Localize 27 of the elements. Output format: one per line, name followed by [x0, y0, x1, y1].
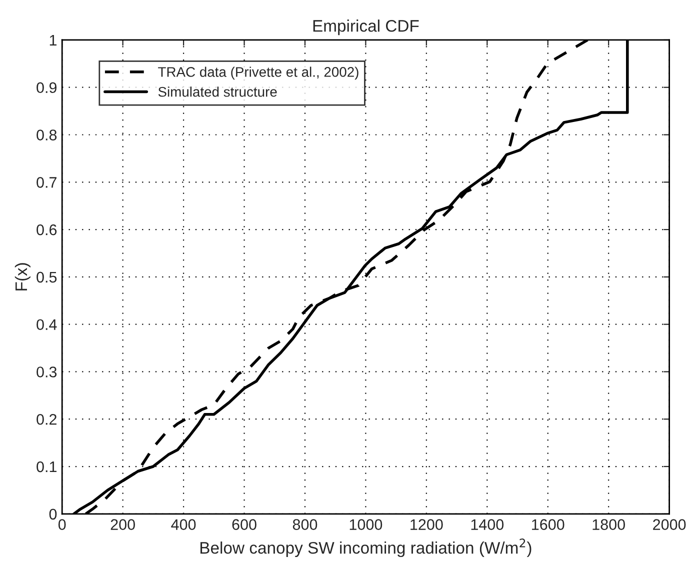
legend-label: TRAC data (Privette et al., 2002): [158, 66, 358, 80]
x-tick-label: 1800: [592, 519, 625, 530]
y-tick-label: 1: [50, 34, 56, 46]
chart-title: Empirical CDF: [313, 20, 419, 36]
x-tick-label: 200: [110, 519, 135, 530]
x-tick-label: 1000: [350, 519, 382, 530]
y-tick-label: 0.7: [36, 177, 56, 188]
y-tick-label: 0.3: [36, 366, 57, 378]
x-tick-label: 2000: [653, 519, 686, 530]
x-tick-label: 600: [232, 519, 256, 530]
x-tick-label: 800: [292, 519, 318, 530]
x-axis-title: Below canopy SW incoming radiation (W/m$^{2}$): [200, 538, 532, 558]
y-axis-title: F(x): [14, 263, 30, 290]
y-tick-label: 0.1: [36, 461, 56, 472]
y-tick-label: 0.9: [36, 82, 57, 94]
y-tick-label: 0.4: [36, 319, 57, 330]
y-tick-label: 0.5: [36, 272, 57, 283]
y-tick-label: 0: [49, 508, 57, 520]
x-tick-label: 0: [58, 519, 66, 530]
legend-label: Simulated structure: [158, 86, 277, 97]
x-tick-label: 400: [171, 519, 196, 530]
y-tick-label: 0.8: [36, 130, 57, 140]
x-tick-label: 1600: [532, 519, 564, 530]
y-tick-label: 0.2: [36, 414, 56, 425]
x-tick-label: 1200: [410, 519, 443, 530]
y-tick-label: 0.6: [36, 224, 57, 236]
x-tick-label: 1400: [471, 519, 504, 530]
